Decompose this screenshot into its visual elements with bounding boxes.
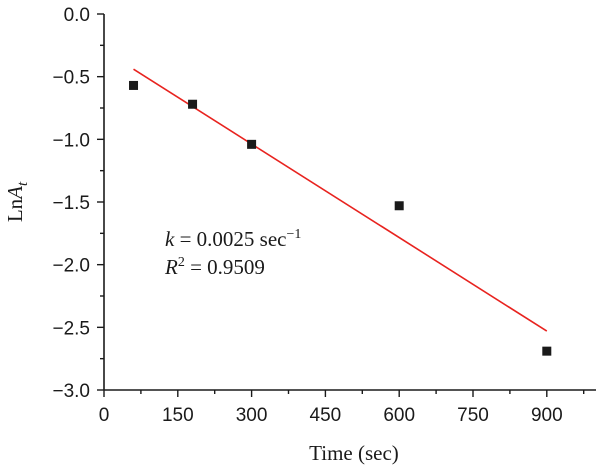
- x-tick-label: 900: [531, 405, 563, 426]
- x-tick-label: 450: [310, 405, 342, 426]
- rate-constant-annotation: k = 0.0025 sec−1: [165, 227, 301, 251]
- y-tick-label: −0.5: [52, 68, 90, 89]
- data-point: [188, 99, 198, 109]
- axes: [103, 14, 596, 391]
- r-squared-symbol: R: [164, 255, 178, 279]
- data-point: [394, 201, 404, 211]
- x-tick-label: 600: [383, 405, 415, 426]
- y-tick-label: −3.0: [52, 381, 90, 402]
- rate-constant-value: = 0.0025 sec: [174, 227, 286, 251]
- r-squared-value: = 0.9509: [185, 255, 265, 279]
- fit-layer: [133, 68, 548, 332]
- r-squared-exponent: 2: [178, 255, 185, 270]
- x-tick-label: 300: [236, 405, 268, 426]
- rate-constant-symbol: k: [165, 227, 175, 251]
- data-point: [247, 139, 257, 149]
- y-axis-title-subscript: t: [15, 181, 31, 186]
- data-point: [542, 346, 552, 356]
- ticks: 0.0 −0.5 −1.0 −1.5 −2.0 −2.5 −3.0 0 150 300 450 600…: [52, 5, 585, 426]
- x-tick-label: 150: [162, 405, 194, 426]
- r-squared-annotation: R2 = 0.9509: [164, 255, 265, 279]
- x-tick-label: 0: [99, 405, 110, 426]
- y-tick-label: −1.0: [52, 130, 90, 151]
- rate-constant-exponent: −1: [287, 227, 302, 242]
- data-point: [129, 80, 139, 90]
- x-axis-title: Time (sec): [309, 441, 399, 465]
- y-tick-label: −2.0: [52, 256, 90, 277]
- y-tick-label: −1.5: [52, 193, 90, 214]
- point-layer: [129, 80, 552, 356]
- y-tick-label: −2.5: [52, 318, 90, 339]
- y-axis-title-main: A: [3, 186, 27, 201]
- y-axis-title: LnAt: [3, 181, 31, 222]
- fit-line: [133, 68, 548, 332]
- x-tick-label: 750: [457, 405, 489, 426]
- y-tick-label: 0.0: [64, 5, 90, 26]
- y-axis-title-prefix: Ln: [3, 198, 27, 222]
